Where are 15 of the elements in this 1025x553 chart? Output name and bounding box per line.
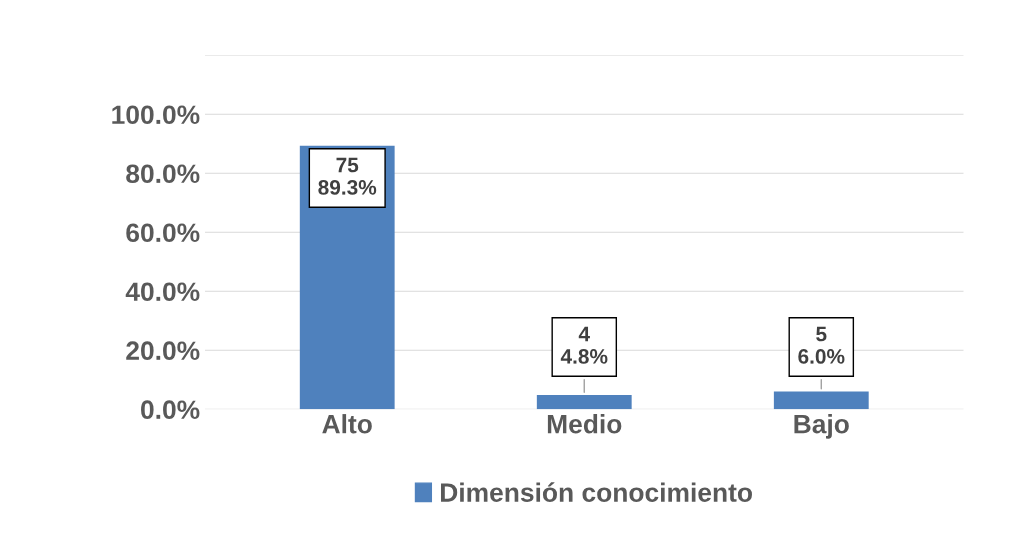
y-tick-label: 20.0% <box>126 341 200 361</box>
legend-label: Dimensión conocimiento <box>441 482 752 502</box>
y-tick-label: 100.0% <box>112 105 200 125</box>
x-tick-label: Alto <box>322 414 372 434</box>
bar <box>773 391 869 410</box>
x-tick-label: Bajo <box>794 414 849 439</box>
bar <box>536 395 632 410</box>
x-tick-label: Medio <box>547 414 622 434</box>
y-tick-label: 80.0% <box>126 164 200 184</box>
y-tick-label: 0.0% <box>141 400 200 420</box>
data-label: 4 4.8% <box>560 326 608 364</box>
data-label: 5 6.0% <box>798 326 845 364</box>
y-tick-label: 60.0% <box>126 223 200 243</box>
y-tick-label: 40.0% <box>125 282 200 302</box>
data-label: 75 89.3% <box>318 157 377 195</box>
